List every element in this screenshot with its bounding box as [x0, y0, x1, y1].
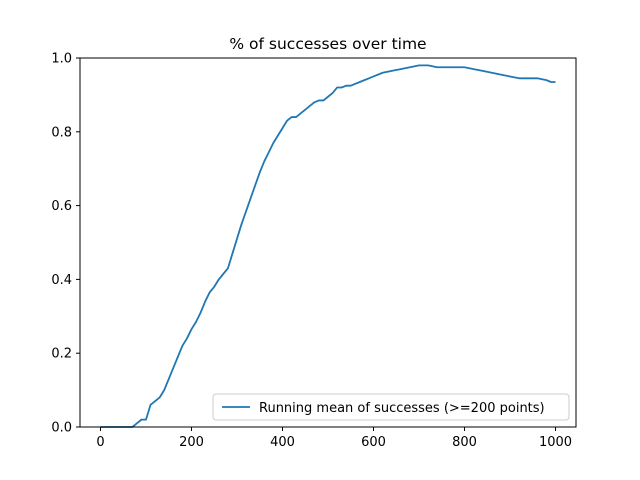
chart-title: % of successes over time — [229, 35, 426, 53]
x-tick-label: 0 — [96, 435, 104, 450]
x-axis: 0 200 400 600 800 1000 — [96, 427, 572, 450]
axes-frame — [79, 57, 577, 428]
y-tick-label: 0.6 — [51, 199, 72, 214]
y-axis: 0.0 0.2 0.4 0.6 0.8 1.0 — [51, 52, 80, 436]
legend-label: Running mean of successes (>=200 points) — [259, 401, 545, 416]
y-tick-label: 0.4 — [51, 273, 72, 288]
y-tick-label: 1.0 — [51, 52, 72, 67]
plot-area — [100, 64, 556, 428]
legend-box — [212, 393, 570, 421]
x-tick-label: 1000 — [539, 435, 572, 450]
x-tick-label: 800 — [452, 435, 477, 450]
y-tick-label: 0.8 — [51, 125, 72, 140]
y-tick-label: 0.0 — [51, 421, 72, 436]
x-tick-label: 600 — [361, 435, 386, 450]
x-tick-label: 400 — [270, 435, 295, 450]
legend: Running mean of successes (>=200 points) — [212, 393, 570, 421]
y-tick-label: 0.2 — [51, 347, 72, 362]
x-tick-label: 200 — [179, 435, 204, 450]
series-line — [100, 64, 556, 428]
